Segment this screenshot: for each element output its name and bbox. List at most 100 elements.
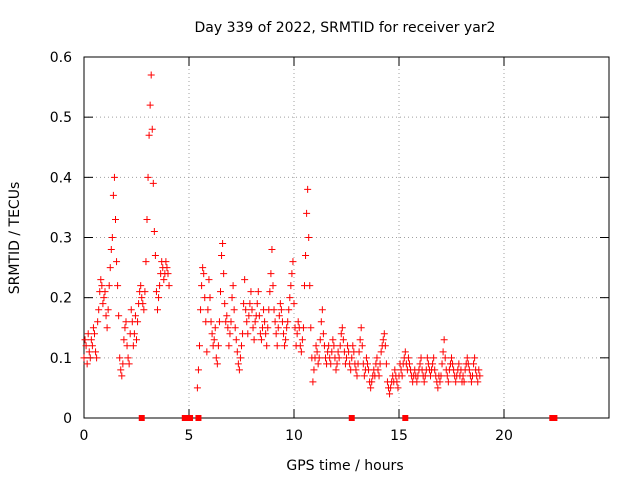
data-point <box>334 348 342 356</box>
data-point <box>314 360 322 368</box>
data-point <box>305 234 313 241</box>
data-point <box>398 372 406 380</box>
data-point <box>152 288 160 296</box>
data-point <box>106 264 114 272</box>
data-point <box>151 252 159 260</box>
data-point <box>224 324 232 332</box>
data-point <box>391 366 399 374</box>
data-point <box>211 324 219 332</box>
data-point <box>150 227 158 235</box>
data-point <box>93 354 101 362</box>
data-point <box>455 360 463 368</box>
data-point <box>118 372 126 380</box>
x-tick-label: 10 <box>285 428 303 444</box>
data-point <box>105 282 113 290</box>
data-point <box>440 336 448 344</box>
data-point <box>112 215 119 223</box>
data-point <box>199 264 207 272</box>
data-point <box>416 360 424 368</box>
data-point <box>88 342 96 350</box>
data-point <box>406 360 413 368</box>
data-point <box>85 348 93 356</box>
gap-marker <box>187 415 194 421</box>
data-point <box>329 336 337 344</box>
data-point <box>373 354 381 362</box>
data-point <box>316 336 324 344</box>
y-tick-label: 0 <box>63 411 72 427</box>
data-point <box>92 348 100 356</box>
data-point <box>142 258 150 266</box>
data-point <box>289 258 297 266</box>
data-point <box>376 360 384 368</box>
data-point <box>307 324 315 332</box>
data-point <box>203 348 211 356</box>
data-point <box>297 348 305 356</box>
data-point <box>124 354 132 362</box>
data-point <box>360 372 368 380</box>
y-tick-label: 0.6 <box>50 50 72 66</box>
y-tick-label: 0.2 <box>50 291 72 307</box>
data-point <box>80 354 88 362</box>
data-point <box>271 318 279 326</box>
data-point <box>333 360 341 368</box>
data-point <box>356 336 364 344</box>
data-point <box>115 312 123 320</box>
data-point <box>285 306 293 314</box>
data-point <box>352 366 360 374</box>
data-point <box>144 173 152 181</box>
data-point <box>242 306 250 314</box>
data-point <box>349 342 357 350</box>
data-point <box>99 300 107 308</box>
data-point <box>413 378 421 386</box>
data-point <box>294 318 302 326</box>
data-point <box>436 378 444 386</box>
data-point <box>162 258 170 266</box>
data-point <box>296 342 304 350</box>
data-point <box>82 342 90 350</box>
data-point <box>243 318 251 326</box>
data-point <box>230 306 238 314</box>
data-point <box>353 372 361 380</box>
data-point <box>401 348 409 356</box>
data-point <box>437 372 445 380</box>
data-point <box>339 336 347 344</box>
data-point <box>290 300 298 308</box>
data-point <box>156 282 164 290</box>
chart-title: Day 339 of 2022, SRMTID for receiver yar… <box>195 20 496 36</box>
data-point <box>266 288 274 296</box>
data-point <box>235 366 243 374</box>
data-point <box>441 354 449 362</box>
data-point <box>250 336 258 344</box>
data-point <box>313 348 321 356</box>
data-point <box>232 336 240 344</box>
data-point <box>247 288 255 296</box>
data-point <box>228 294 236 302</box>
data-point <box>255 312 263 320</box>
data-point <box>270 306 278 314</box>
data-point <box>284 318 292 326</box>
data-point <box>429 360 437 368</box>
data-point <box>193 384 201 392</box>
data-point <box>444 378 452 386</box>
data-point <box>249 324 257 332</box>
data-point <box>431 366 439 374</box>
data-point <box>220 270 228 278</box>
data-point <box>148 125 156 133</box>
data-point <box>262 330 270 338</box>
data-point <box>116 354 124 362</box>
data-point <box>217 288 224 296</box>
data-point <box>286 294 294 302</box>
data-point <box>127 306 135 314</box>
data-point <box>381 342 389 350</box>
data-point <box>315 354 323 362</box>
data-point <box>417 354 425 362</box>
data-point <box>81 336 89 344</box>
x-tick-label: 5 <box>185 428 194 444</box>
data-point <box>227 318 235 326</box>
data-point <box>299 324 307 332</box>
gap-marker <box>348 415 355 421</box>
data-point <box>108 234 116 241</box>
data-point <box>123 342 131 350</box>
data-point <box>288 270 296 278</box>
data-point <box>282 336 290 344</box>
